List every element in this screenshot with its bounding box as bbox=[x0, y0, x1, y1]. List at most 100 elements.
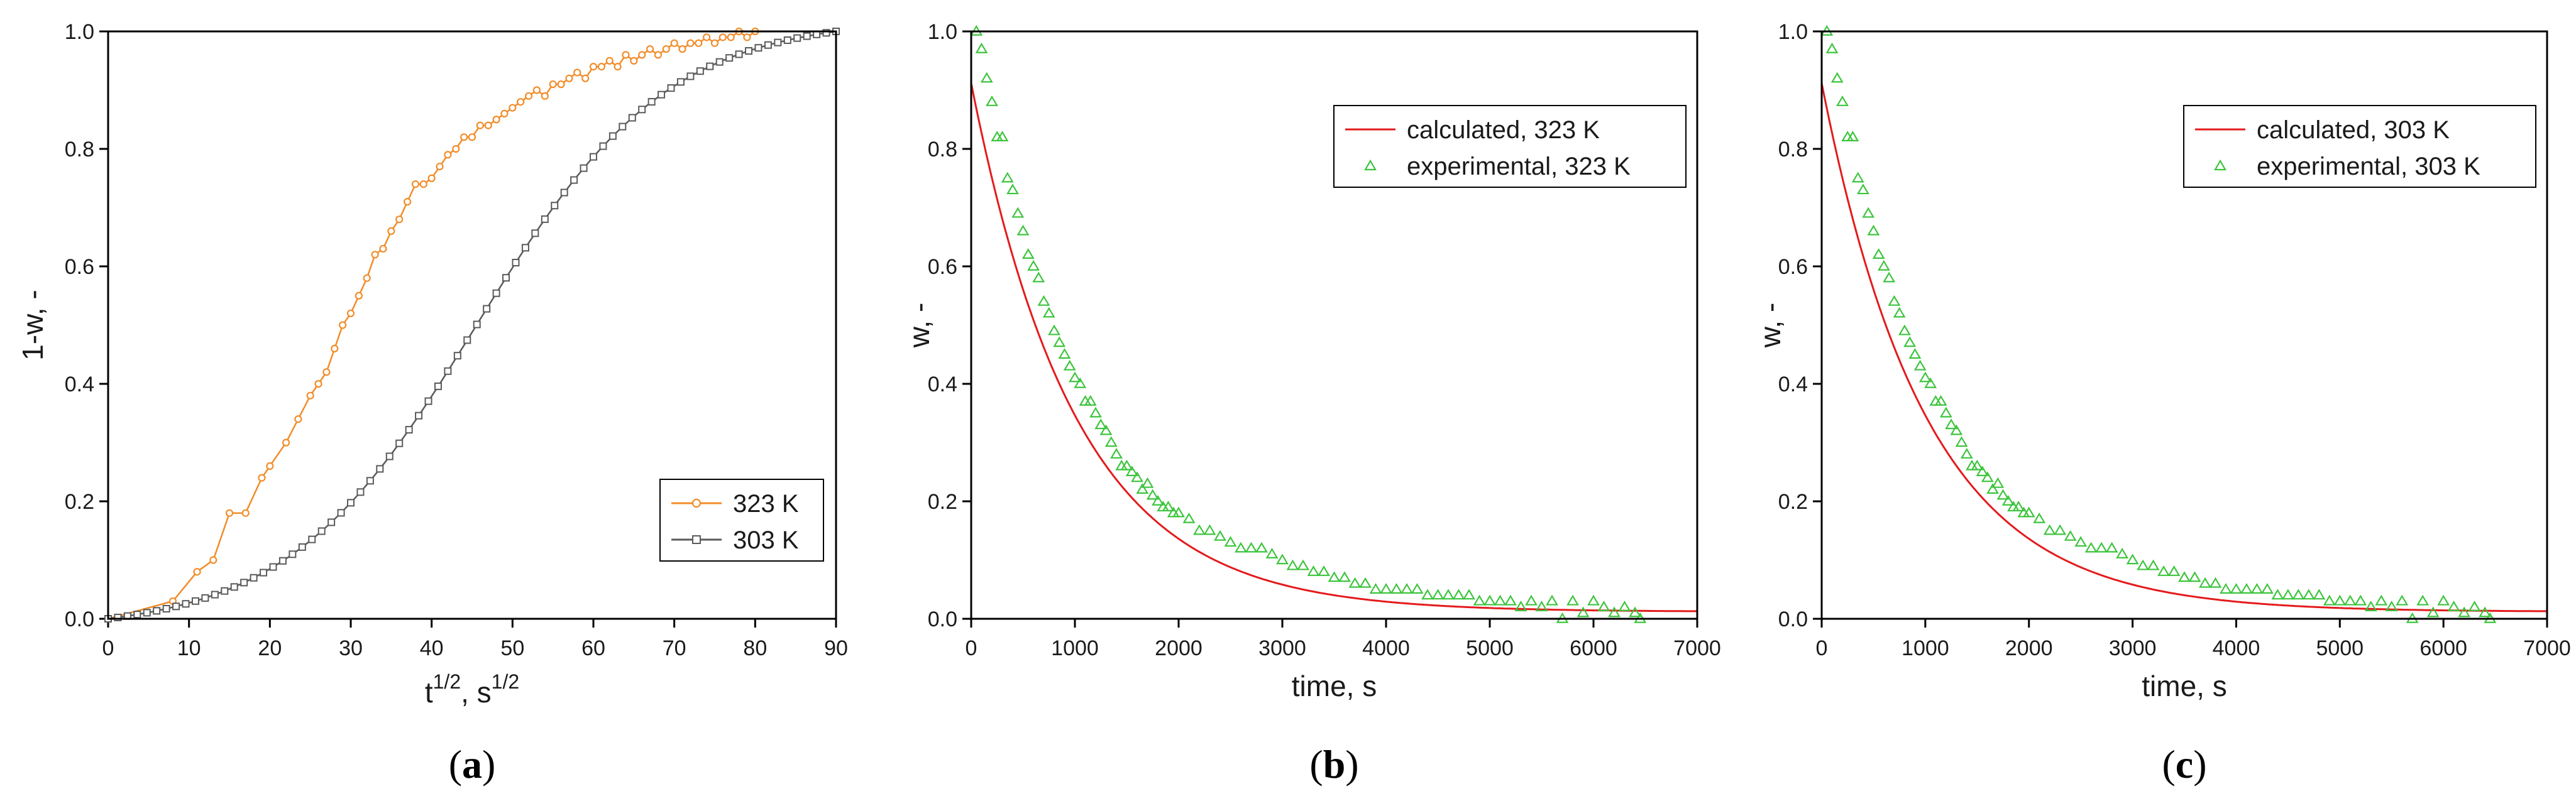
x-tick-label: 50 bbox=[500, 636, 524, 660]
y-tick-label: 0.4 bbox=[1778, 373, 1808, 396]
data-point bbox=[783, 36, 791, 44]
data-point bbox=[1836, 95, 1849, 106]
data-point bbox=[2333, 594, 2347, 606]
data-point bbox=[298, 543, 306, 551]
data-point bbox=[250, 574, 258, 582]
x-tick-label: 0 bbox=[102, 636, 114, 660]
data-point bbox=[1883, 271, 1896, 283]
data-point bbox=[1587, 594, 1600, 606]
data-point bbox=[306, 391, 314, 400]
data-point bbox=[1110, 448, 1123, 459]
data-point bbox=[225, 509, 234, 517]
axes-frame bbox=[970, 30, 1698, 620]
data-point bbox=[1328, 571, 1341, 582]
x-tick-label: 2000 bbox=[2005, 636, 2053, 660]
legend: 323 K 303 K bbox=[659, 479, 824, 562]
data-point bbox=[654, 51, 663, 59]
data-point bbox=[1851, 172, 1864, 183]
x-tick-label: 6000 bbox=[2419, 636, 2467, 660]
data-point bbox=[646, 45, 654, 53]
data-point bbox=[1431, 589, 1445, 600]
data-point bbox=[549, 80, 557, 89]
data-point bbox=[356, 488, 365, 496]
data-point bbox=[2281, 589, 2294, 600]
data-point bbox=[524, 92, 533, 100]
data-point bbox=[1877, 259, 1890, 271]
y-axis-label: w, - bbox=[903, 303, 935, 349]
y-tick-label: 0.6 bbox=[928, 255, 957, 279]
x-tick-label: 7000 bbox=[2523, 636, 2571, 660]
data-point bbox=[614, 62, 622, 71]
legend-marker bbox=[691, 498, 702, 508]
data-point bbox=[541, 215, 549, 223]
data-point bbox=[2064, 530, 2077, 541]
data-point bbox=[1924, 377, 1937, 388]
panel-label: (a) bbox=[449, 742, 496, 787]
data-point bbox=[718, 33, 727, 41]
data-point bbox=[580, 164, 588, 172]
x-tick-label: 90 bbox=[824, 636, 848, 660]
x-tick-label: 4000 bbox=[1362, 636, 1410, 660]
data-point bbox=[1463, 589, 1475, 600]
data-point bbox=[2209, 577, 2222, 588]
data-point bbox=[1986, 483, 1999, 494]
data-point bbox=[211, 591, 219, 599]
data-point bbox=[2147, 559, 2160, 570]
x-tick-label: 2000 bbox=[1155, 636, 1203, 660]
data-point bbox=[803, 32, 811, 40]
x-tick-label: 80 bbox=[743, 636, 767, 660]
data-point bbox=[1991, 477, 2005, 488]
data-point bbox=[1380, 583, 1392, 594]
data-point bbox=[1099, 424, 1113, 435]
data-point bbox=[1494, 594, 1507, 606]
data-point bbox=[2271, 589, 2284, 600]
legend-box bbox=[1333, 105, 1687, 188]
data-point bbox=[1888, 295, 1901, 306]
data-point bbox=[415, 411, 423, 420]
data-point bbox=[727, 33, 735, 41]
data-point bbox=[1981, 471, 1994, 482]
panel-paren-close: ) bbox=[482, 742, 495, 787]
data-point bbox=[1348, 577, 1362, 588]
series-experimental-303-k bbox=[1820, 25, 2497, 623]
data-point bbox=[221, 587, 229, 595]
data-point bbox=[2385, 601, 2398, 612]
data-point bbox=[774, 38, 782, 46]
data-point bbox=[2001, 494, 2015, 506]
x-tick-label: 3000 bbox=[2109, 636, 2157, 660]
data-point bbox=[2468, 601, 2481, 612]
x-axis-label-part: , s bbox=[461, 676, 492, 709]
data-point bbox=[379, 244, 387, 253]
data-point bbox=[260, 569, 268, 577]
chart-panel-a: 0 10 20 30 40 50 60 70 80 90 0.0 0.2 0.4 0.6 0.8 1.0 1-w… bbox=[16, 20, 848, 787]
data-point bbox=[1125, 466, 1138, 476]
data-point bbox=[703, 33, 711, 41]
data-point bbox=[1618, 601, 1631, 612]
data-point bbox=[2137, 559, 2149, 570]
data-point bbox=[1421, 589, 1434, 600]
data-point bbox=[411, 180, 420, 188]
x-tick-label: 5000 bbox=[1466, 636, 1514, 660]
data-point bbox=[1608, 606, 1621, 618]
data-point bbox=[2054, 524, 2067, 535]
data-point bbox=[1021, 248, 1035, 259]
data-point bbox=[209, 556, 217, 564]
y-tick-label: 0.4 bbox=[65, 373, 94, 396]
data-point bbox=[114, 613, 122, 621]
data-point bbox=[1934, 395, 1947, 406]
data-point bbox=[269, 563, 277, 571]
data-point bbox=[376, 465, 384, 473]
data-point bbox=[686, 39, 695, 47]
panel-letter: c bbox=[2176, 742, 2193, 787]
data-point bbox=[468, 133, 476, 141]
data-point bbox=[1390, 583, 1403, 594]
data-point bbox=[745, 47, 753, 55]
axes-frame bbox=[1820, 30, 2548, 620]
data-point bbox=[1913, 359, 1927, 371]
data-point bbox=[531, 229, 539, 237]
x-tick-label: 1000 bbox=[1902, 636, 1949, 660]
legend-marker bbox=[692, 535, 701, 544]
data-point bbox=[387, 227, 395, 235]
data-point bbox=[1996, 489, 2010, 500]
